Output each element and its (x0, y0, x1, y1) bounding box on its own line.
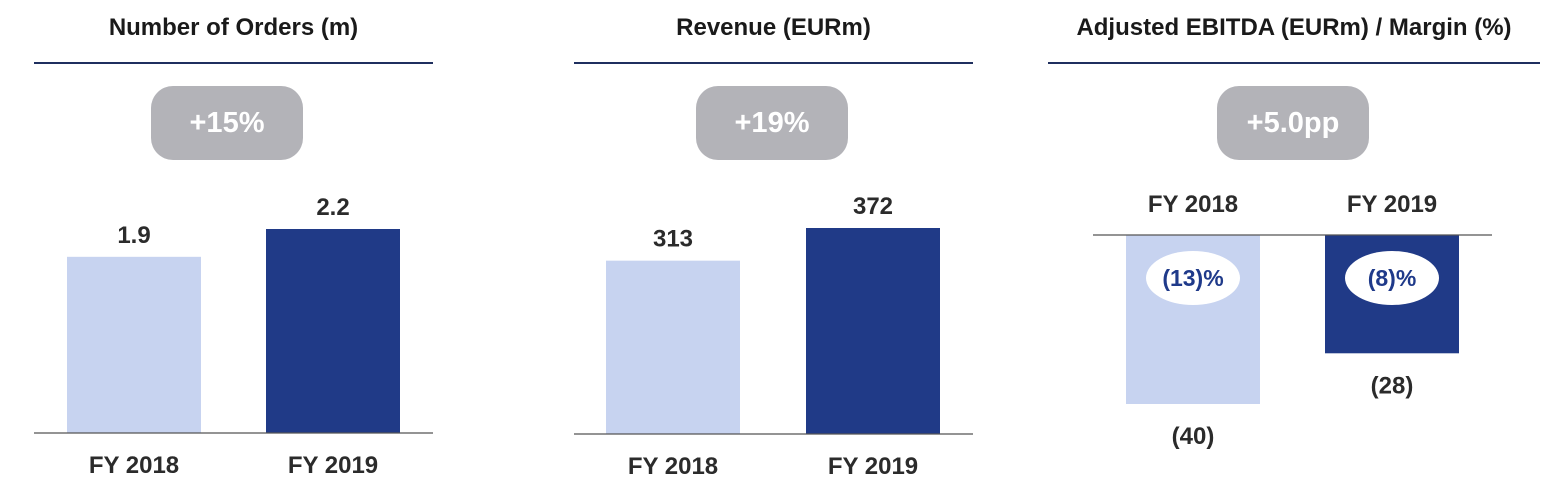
ebitda-title: Adjusted EBITDA (EURm) / Margin (%) (1076, 14, 1512, 41)
value-label: 2.2 (316, 194, 349, 221)
value-label: (28) (1371, 372, 1414, 399)
x-tick-label: FY 2018 (89, 452, 179, 479)
orders-plot: 1.9 FY 2018 2.2 FY 2019 (34, 194, 433, 479)
orders-panel: Number of Orders (m) +15% 1.9 FY 2018 2.2 F… (34, 0, 433, 493)
bar-fy2018 (67, 256, 201, 433)
revenue-growth-badge: +19% (696, 86, 848, 160)
bar-fy2018 (606, 260, 740, 434)
margin-bubble (1146, 251, 1240, 305)
x-tick-label: FY 2019 (1347, 191, 1437, 218)
bar-fy2019 (806, 228, 940, 434)
margin-bubble (1345, 251, 1439, 305)
margin-label: (8)% (1368, 265, 1417, 291)
revenue-panel: Revenue (EURm) +19% 313 FY 2018 372 FY 2019 (574, 0, 973, 493)
revenue-title-rule (574, 62, 973, 64)
bar-fy2019 (266, 229, 400, 433)
margin-label: (13)% (1162, 265, 1223, 291)
x-tick-label: FY 2018 (628, 453, 718, 480)
orders-title-rule (34, 62, 433, 64)
x-tick-label: FY 2018 (1148, 191, 1238, 218)
value-label: (40) (1172, 423, 1215, 450)
ebitda-title-rule (1048, 62, 1540, 64)
x-tick-label: FY 2019 (828, 453, 918, 480)
value-label: 313 (653, 226, 693, 253)
ebitda-margin-badge: +5.0pp (1217, 86, 1369, 160)
ebitda-plot: FY 2018 (13)% (40) FY 2019 (8)% (28) (1093, 191, 1492, 450)
orders-title: Number of Orders (m) (108, 14, 359, 41)
x-tick-label: FY 2019 (288, 452, 378, 479)
revenue-plot: 313 FY 2018 372 FY 2019 (574, 193, 973, 480)
orders-growth-badge: +15% (151, 86, 303, 160)
value-label: 372 (853, 193, 893, 220)
ebitda-panel: Adjusted EBITDA (EURm) / Margin (%) +5.0… (1048, 0, 1540, 493)
revenue-title: Revenue (EURm) (676, 14, 871, 41)
value-label: 1.9 (117, 222, 150, 249)
